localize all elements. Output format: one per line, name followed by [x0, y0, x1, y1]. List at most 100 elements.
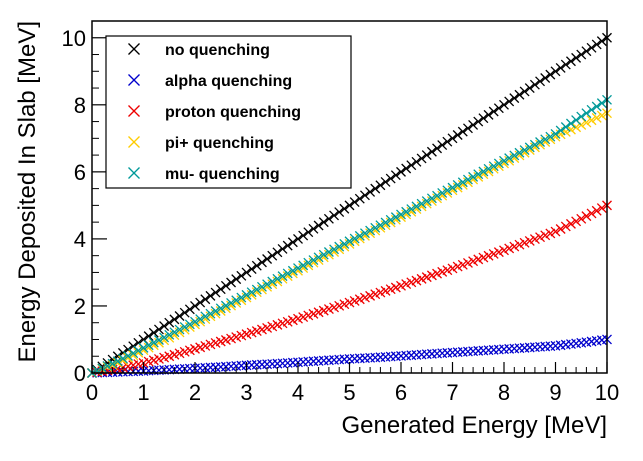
data-point-marker	[385, 214, 396, 225]
data-point-marker	[504, 243, 515, 254]
legend-marker	[128, 43, 140, 55]
x-axis-title: Generated Energy [MeV]	[342, 412, 607, 439]
data-point-marker	[504, 96, 515, 107]
data-point-marker	[184, 304, 195, 315]
data-point-marker	[220, 300, 231, 311]
data-point-marker	[210, 287, 221, 298]
data-point-marker	[323, 213, 334, 224]
data-point-marker	[571, 115, 582, 125]
data-point-marker	[442, 136, 453, 147]
data-point-marker	[426, 193, 437, 204]
legend-box	[105, 35, 352, 189]
data-point-marker	[447, 182, 458, 193]
data-point-marker	[591, 101, 602, 112]
data-point-marker	[499, 99, 509, 110]
data-point-marker	[220, 280, 231, 291]
data-point-marker	[586, 104, 597, 115]
data-point-marker	[462, 123, 473, 134]
data-point-marker	[246, 287, 257, 298]
data-point-marker	[323, 247, 334, 257]
data-point-marker	[365, 225, 376, 236]
data-point-marker	[452, 261, 463, 272]
data-point-marker	[457, 259, 468, 270]
data-point-marker	[380, 176, 391, 187]
data-point-marker	[390, 212, 401, 223]
x-tick-label: 6	[395, 380, 407, 405]
y-tick-label: 2	[74, 294, 86, 319]
data-point-marker	[226, 297, 237, 308]
data-point-marker	[303, 257, 314, 268]
data-point-marker	[329, 244, 340, 255]
data-point-marker	[298, 230, 309, 241]
data-point-marker	[267, 250, 278, 261]
data-point-marker	[344, 200, 355, 211]
legend-marker	[128, 167, 140, 179]
data-point-marker	[406, 160, 417, 171]
data-point-marker	[282, 268, 293, 279]
y-tick-label: 6	[74, 160, 86, 185]
data-point-marker	[509, 150, 520, 161]
data-point-marker	[246, 264, 257, 275]
data-point-marker	[251, 260, 262, 271]
legend-entry: pi+ quenching	[128, 135, 274, 152]
data-point-marker	[143, 331, 154, 342]
data-point-marker	[457, 126, 468, 137]
data-point-marker	[256, 281, 267, 292]
data-point-marker	[411, 201, 422, 212]
data-point-marker	[550, 66, 561, 77]
x-tick-label: 2	[189, 380, 201, 405]
data-point-marker	[190, 316, 200, 327]
data-point-marker	[272, 247, 283, 258]
data-point-marker	[262, 279, 273, 290]
data-point-marker	[293, 233, 303, 244]
data-point-marker	[565, 56, 576, 67]
data-point-marker	[107, 358, 118, 369]
legend-label: alpha quenching	[165, 73, 292, 90]
data-point-marker	[143, 340, 154, 351]
y-tick-label: 10	[62, 26, 86, 51]
data-point-marker	[169, 327, 180, 338]
data-point-marker	[581, 108, 592, 119]
x-tick-label: 4	[292, 380, 304, 405]
data-point-marker	[267, 276, 278, 287]
data-point-marker	[318, 249, 329, 260]
data-point-marker	[432, 143, 443, 154]
data-point-marker	[571, 216, 582, 227]
data-point-marker	[514, 147, 525, 158]
legend-entry: proton quenching	[128, 104, 301, 121]
legend-entry: alpha quenching	[128, 73, 292, 90]
data-point-marker	[535, 76, 546, 87]
data-point-marker	[241, 267, 252, 278]
data-point-marker	[509, 241, 520, 252]
data-point-marker	[452, 130, 463, 140]
data-point-marker	[241, 289, 252, 300]
data-point-marker	[385, 173, 396, 184]
data-point-marker	[483, 250, 494, 261]
data-point-marker	[215, 284, 226, 295]
data-point-marker	[190, 300, 200, 311]
data-point-marker	[488, 106, 499, 117]
data-point-marker	[488, 248, 499, 259]
data-point-marker	[519, 237, 530, 248]
data-point-marker	[462, 258, 473, 268]
data-point-marker	[437, 140, 448, 150]
data-point-marker	[205, 308, 216, 319]
data-point-marker	[509, 93, 520, 104]
data-point-marker	[293, 263, 303, 274]
data-point-marker	[442, 185, 453, 196]
data-point-marker	[550, 226, 561, 237]
data-point-marker	[236, 270, 247, 281]
x-tick-label: 10	[595, 380, 619, 405]
data-point-marker	[478, 113, 489, 124]
data-point-marker	[437, 188, 448, 198]
data-point-marker	[565, 218, 576, 229]
data-point-marker	[308, 223, 319, 234]
data-point-marker	[133, 345, 144, 356]
data-point-marker	[148, 327, 159, 338]
data-point-marker	[148, 337, 159, 348]
data-point-marker	[493, 103, 504, 114]
series-no-quenching	[87, 32, 612, 378]
data-point-marker	[287, 237, 298, 248]
data-point-marker	[514, 89, 525, 100]
data-point-marker	[354, 230, 365, 241]
